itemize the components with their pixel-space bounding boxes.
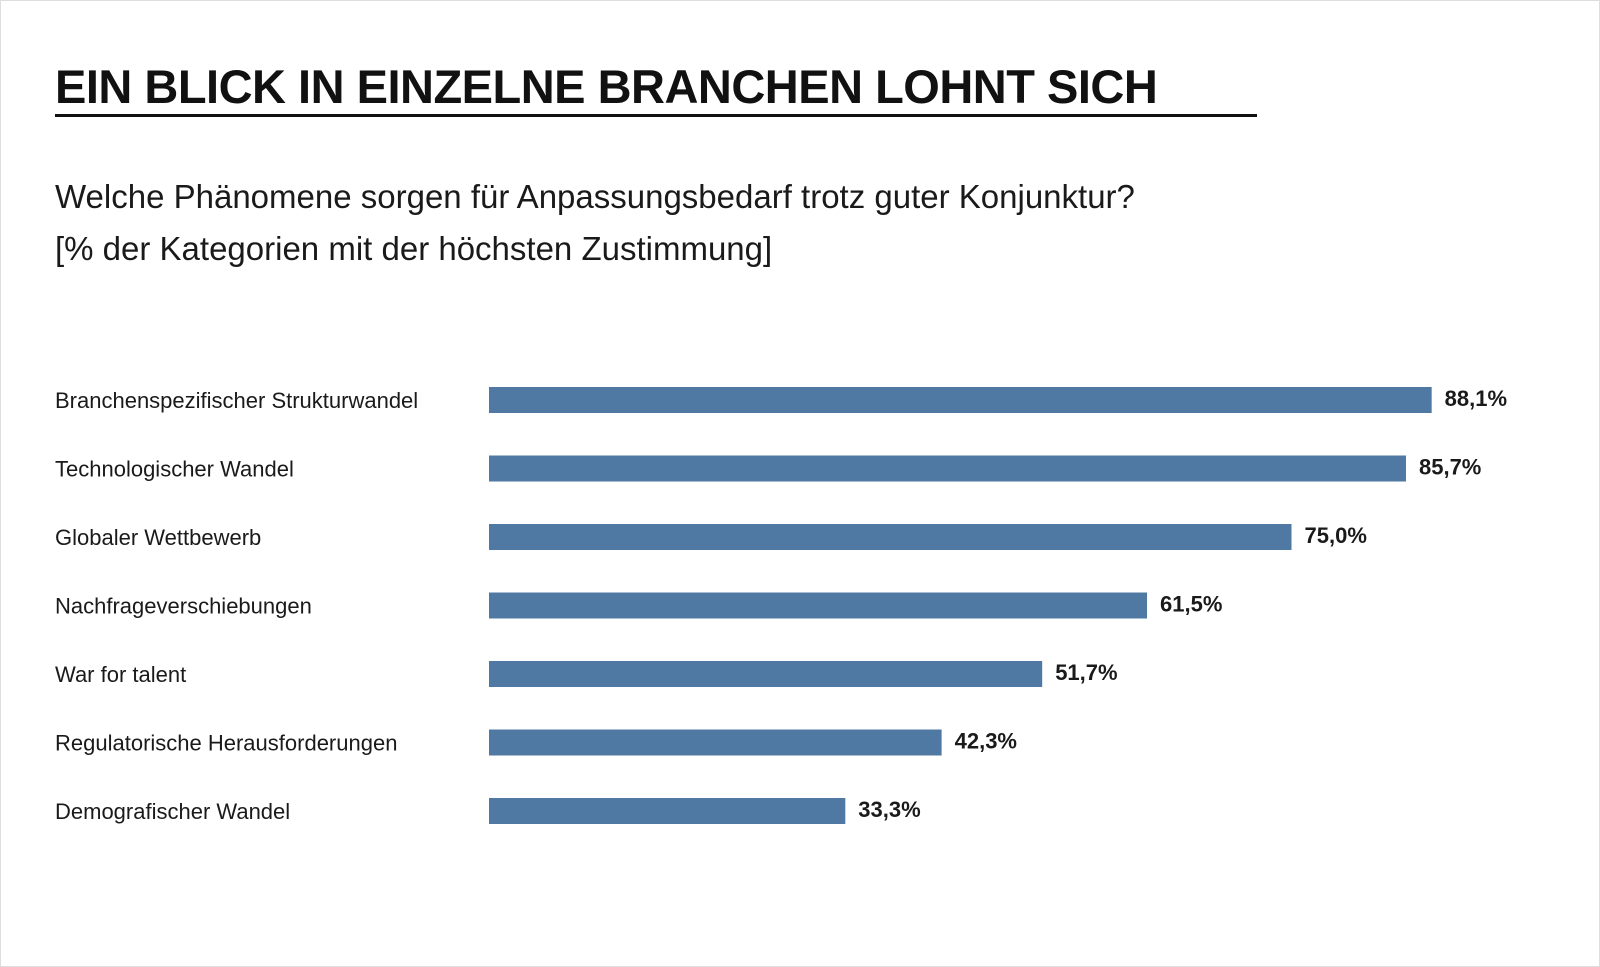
value-label: 88,1% — [1445, 386, 1507, 411]
bar — [489, 729, 942, 756]
bar — [489, 455, 1406, 482]
value-label: 51,7% — [1055, 660, 1117, 685]
value-label: 85,7% — [1419, 455, 1481, 480]
value-label: 42,3% — [955, 729, 1017, 754]
bar — [489, 524, 1292, 550]
category-label: Nachfrageverschiebungen — [55, 594, 312, 619]
category-label: Globaler Wettbewerb — [55, 525, 261, 550]
subtitle-line-2: [% der Kategorien mit der höchsten Zusti… — [55, 230, 773, 267]
chart-subtitle: Welche Phänomene sorgen für Anpassungsbe… — [55, 171, 1135, 275]
bar — [489, 387, 1432, 413]
category-label: Demografischer Wandel — [55, 799, 290, 824]
category-label: War for talent — [55, 662, 186, 687]
bar — [489, 592, 1148, 619]
category-label: Regulatorische Herausforderungen — [55, 731, 397, 756]
page-title: EIN BLICK IN EINZELNE BRANCHEN LOHNT SIC… — [55, 60, 1158, 113]
value-label: 61,5% — [1160, 592, 1222, 617]
bar — [489, 661, 1043, 687]
category-label: Technologischer Wandel — [55, 457, 294, 482]
value-label: 75,0% — [1305, 523, 1367, 548]
title-underline — [55, 114, 1257, 117]
subtitle-line-1: Welche Phänomene sorgen für Anpassungsbe… — [55, 178, 1135, 215]
category-label: Branchenspezifischer Strukturwandel — [55, 388, 418, 413]
bar — [489, 798, 846, 824]
value-label: 33,3% — [858, 797, 920, 822]
